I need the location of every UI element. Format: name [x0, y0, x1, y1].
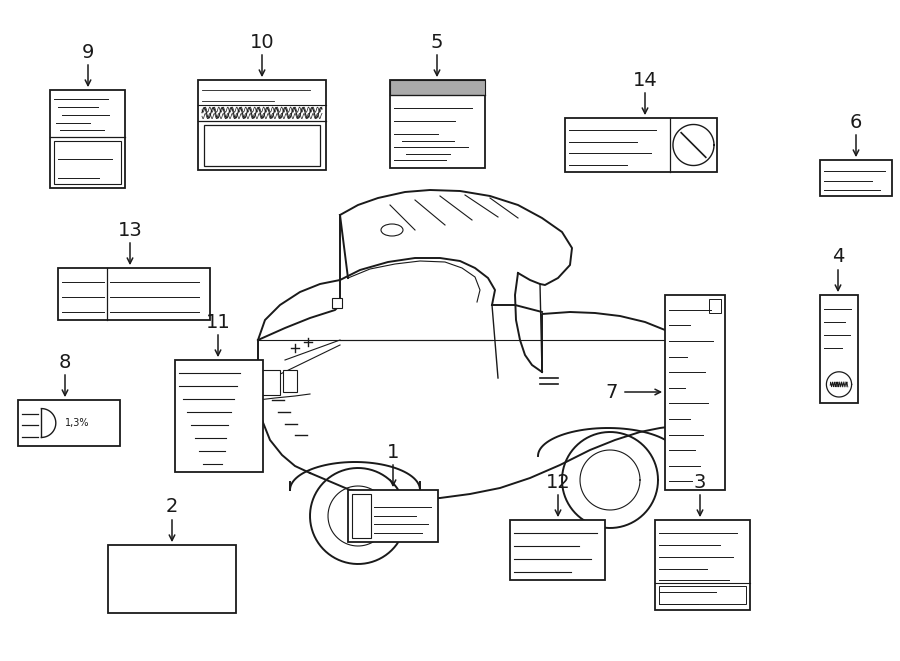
Ellipse shape — [673, 370, 687, 380]
Text: 10: 10 — [249, 32, 274, 52]
Bar — [510, 520, 605, 580]
Bar — [390, 80, 485, 95]
Text: 9: 9 — [82, 42, 94, 61]
Bar — [283, 370, 297, 392]
Bar — [58, 268, 210, 320]
Bar — [204, 124, 320, 166]
Bar — [565, 118, 717, 172]
Text: 2: 2 — [166, 498, 178, 516]
Bar — [820, 295, 858, 403]
Bar — [348, 490, 438, 542]
Text: 14: 14 — [633, 71, 657, 89]
Bar — [820, 160, 892, 196]
Bar — [665, 295, 725, 490]
Bar — [390, 80, 485, 168]
Text: 8: 8 — [58, 352, 71, 371]
Text: 7: 7 — [606, 383, 618, 401]
Bar — [709, 299, 721, 313]
Bar — [50, 90, 125, 188]
Text: 13: 13 — [118, 221, 142, 239]
Text: 6: 6 — [850, 112, 862, 132]
Text: 5: 5 — [431, 32, 443, 52]
Bar — [352, 494, 371, 538]
Bar — [262, 370, 280, 395]
Ellipse shape — [381, 224, 403, 236]
Text: 11: 11 — [205, 313, 230, 332]
Bar — [175, 360, 263, 472]
Ellipse shape — [673, 355, 687, 365]
Bar — [659, 586, 746, 603]
Text: 4: 4 — [832, 247, 844, 266]
Text: 12: 12 — [545, 473, 571, 492]
Bar — [18, 400, 120, 446]
Text: 1,3%: 1,3% — [65, 418, 89, 428]
Text: 3: 3 — [694, 473, 706, 492]
Bar — [332, 298, 342, 308]
Bar — [54, 141, 121, 184]
Bar — [198, 80, 326, 170]
Bar — [655, 520, 750, 610]
Bar — [108, 545, 236, 613]
Text: 1: 1 — [387, 442, 400, 461]
